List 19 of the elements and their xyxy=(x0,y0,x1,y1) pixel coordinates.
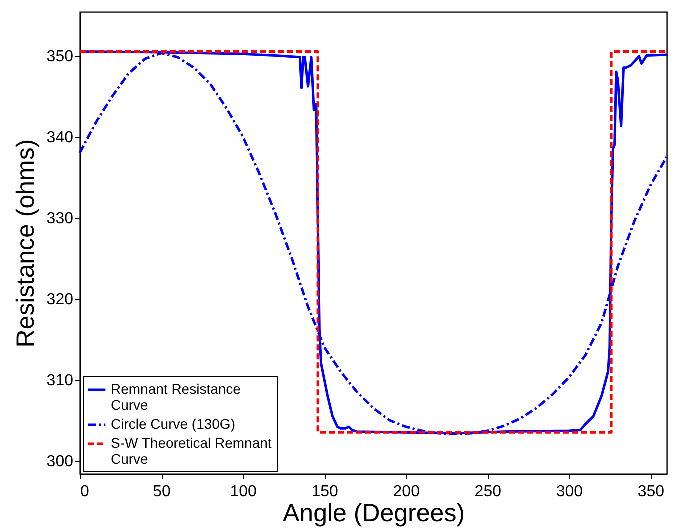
x-tick-label: 150 xyxy=(312,484,339,500)
x-tick-label: 350 xyxy=(638,484,665,500)
x-tick-label: 300 xyxy=(556,484,584,500)
y-tick-label: 320 xyxy=(46,291,74,308)
x-tick-label: 0 xyxy=(80,484,90,500)
x-axis-title: Angle (Degrees) xyxy=(282,500,466,528)
x-tick-label: 250 xyxy=(474,484,502,500)
y-tick-label: 300 xyxy=(46,454,74,471)
x-tick-label: 50 xyxy=(153,484,172,500)
legend-label: Remnant Resistance Curve xyxy=(111,381,242,413)
y-tick-label: 340 xyxy=(46,129,74,146)
y-tick-label: 350 xyxy=(46,48,74,66)
y-tick-label: 310 xyxy=(46,372,74,390)
legend-label: S-W Theoretical Remnant Curve xyxy=(111,435,272,467)
x-tick-label: 100 xyxy=(230,484,257,500)
y-axis-title: Resistance (ohms) xyxy=(12,139,40,348)
legend-label: Circle Curve (130G) xyxy=(111,416,236,432)
y-tick-label: 330 xyxy=(46,210,74,228)
x-tick-label: 200 xyxy=(393,484,420,500)
